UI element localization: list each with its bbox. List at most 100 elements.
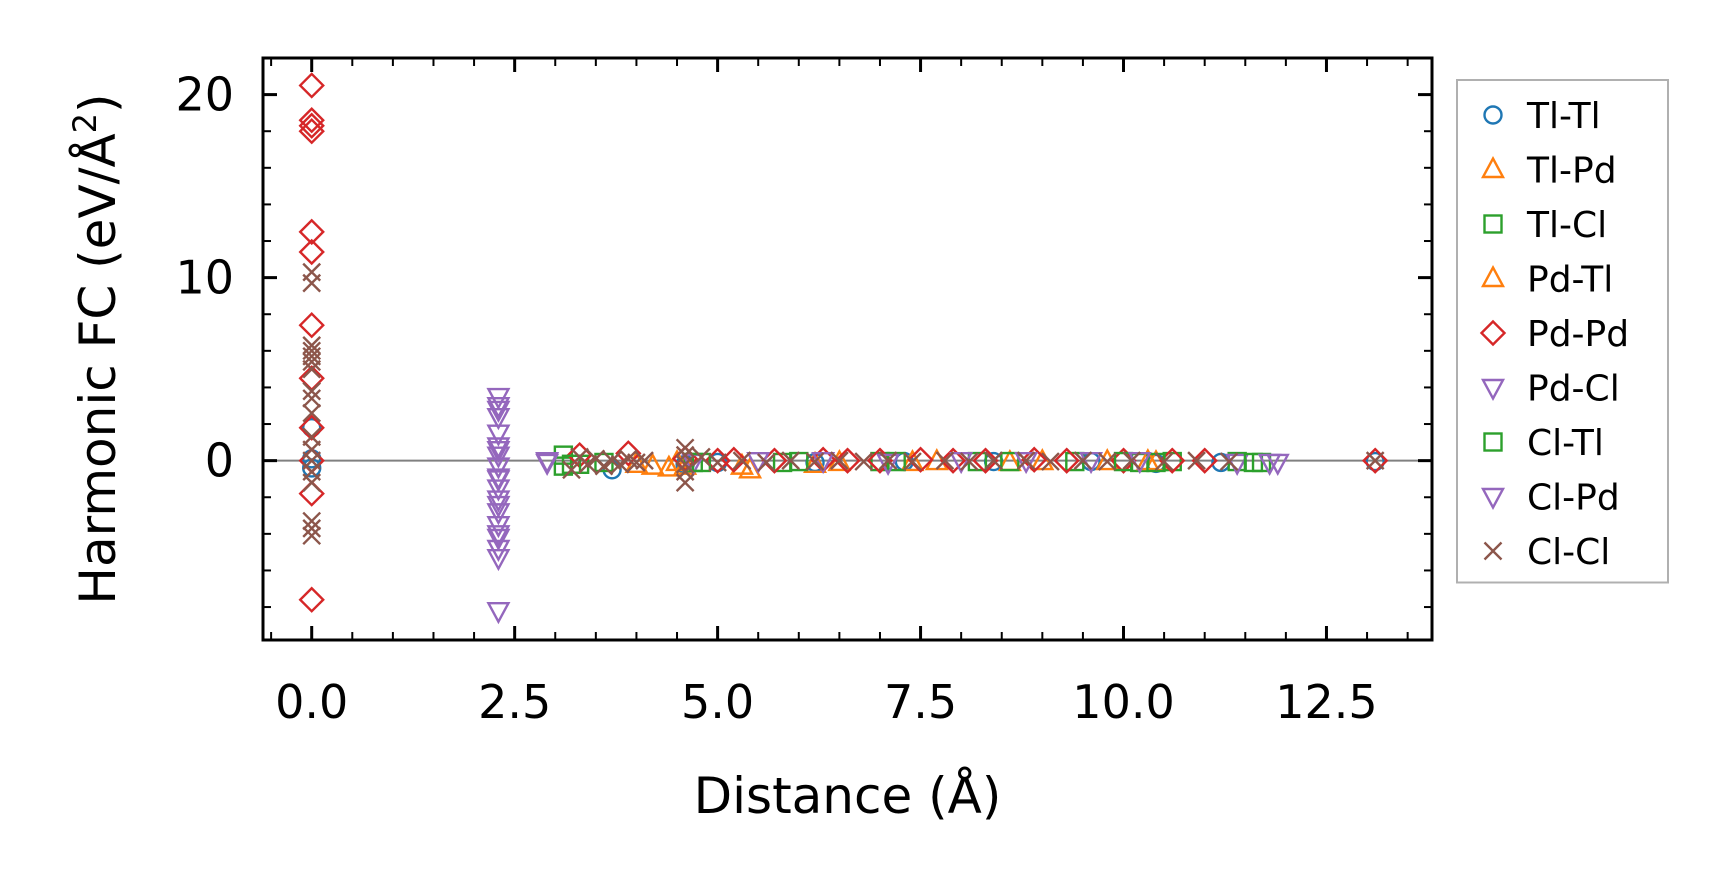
series-cl-pd [486,400,1282,548]
data-point [1097,452,1117,471]
data-point [720,446,748,473]
data-point [830,451,849,470]
legend-marker [1483,214,1503,234]
legend-label: Tl-Tl [1526,96,1601,137]
data-point [939,447,967,474]
data-point [984,451,1003,470]
legend-item: Tl-Tl [1483,96,1601,137]
legend-marker [1479,319,1507,347]
x-tick-label: 10.0 [1072,675,1174,729]
data-point [486,525,511,548]
y-tick-label: 10 [175,251,234,305]
x-tick-label: 5.0 [681,675,754,729]
data-point [656,454,681,477]
series-pd-cl [486,387,1290,625]
data-point [298,586,325,613]
data-point [486,408,511,431]
data-point [675,473,695,492]
data-point [1361,447,1389,474]
data-point [854,452,874,471]
x-axis-label: Distance (Å) [694,767,1002,825]
y-tick-labels: 0 10 20 [175,68,234,488]
data-point [1014,451,1039,475]
data-point [803,450,828,474]
legend-frame [1456,79,1669,584]
legend-marker [1483,432,1503,452]
data-point [302,473,322,492]
legend-item: Cl-Cl [1483,532,1610,573]
legend-item: Pd-Tl [1480,260,1613,301]
x-tick-label: 2.5 [478,675,551,729]
legend: Tl-Tl Tl-Pd Tl-Cl Pd-Tl Pd-Pd Pd-Cl Cl-Tl Cl-Pd… [1456,79,1669,584]
data-point [692,447,711,467]
axis-ticks [263,57,1432,640]
data-point [302,381,322,401]
data-point [298,112,325,139]
data-point [610,454,630,474]
legend-item: Cl-Tl [1483,423,1604,464]
data-point [486,548,511,572]
data-point [1243,452,1264,473]
y-tick-label: 0 [205,434,234,488]
x-tick-label: 0.0 [275,675,348,729]
data-point [1016,451,1036,470]
data-point [1365,451,1385,472]
legend-item: Cl-Pd [1480,478,1620,519]
y-tick-label: 20 [175,68,234,122]
data-point [298,238,325,266]
data-point [1365,451,1385,470]
data-point [302,389,322,408]
data-point [635,451,654,470]
y-axis-label-end: ) [69,93,127,113]
data-point [1191,447,1218,474]
data-point [935,451,955,470]
data-point [302,519,322,538]
series-cl-cl [302,262,1385,546]
data-point [1041,452,1060,471]
y-axis-label-main: Harmonic FC (eV/Å [69,133,127,604]
data-point [302,359,322,379]
data-point [1257,453,1282,476]
data-point [959,452,979,471]
data-point [1187,451,1206,470]
data-point [302,273,322,293]
data-point [302,352,322,372]
x-tick-labels: 0.0 2.5 5.0 7.5 10.0 12.5 [275,675,1378,729]
data-point [302,511,322,531]
data-point [298,72,325,99]
data-point [732,451,752,470]
data-point [486,528,511,552]
data-point [1000,451,1020,472]
data-point [486,495,511,519]
data-point [900,448,925,472]
data-point [535,451,560,475]
data-point [298,118,325,145]
legend-label: Pd-Cl [1527,369,1620,410]
data-point [1154,452,1174,471]
data-point [486,397,511,420]
data-point [972,447,999,474]
data-points [298,72,1389,625]
data-point [302,526,322,546]
data-point [298,312,325,339]
data-point [675,445,695,465]
data-point [781,451,801,470]
data-point [486,400,511,423]
legend-marker [1480,378,1506,402]
data-point [1219,452,1239,471]
legend-marker [1483,105,1503,125]
data-point [486,446,511,469]
legend-marker [1480,155,1506,179]
data-point [486,470,511,493]
data-point [907,446,934,473]
legend-marker [1483,541,1503,561]
data-point [1021,446,1048,473]
data-point [1122,451,1141,470]
data-point [561,454,582,475]
data-point [1053,447,1080,474]
legend-label: Cl-Cl [1527,532,1610,573]
data-point [903,452,922,471]
x-tick-label: 7.5 [884,675,957,729]
legend-marker [1480,487,1506,511]
